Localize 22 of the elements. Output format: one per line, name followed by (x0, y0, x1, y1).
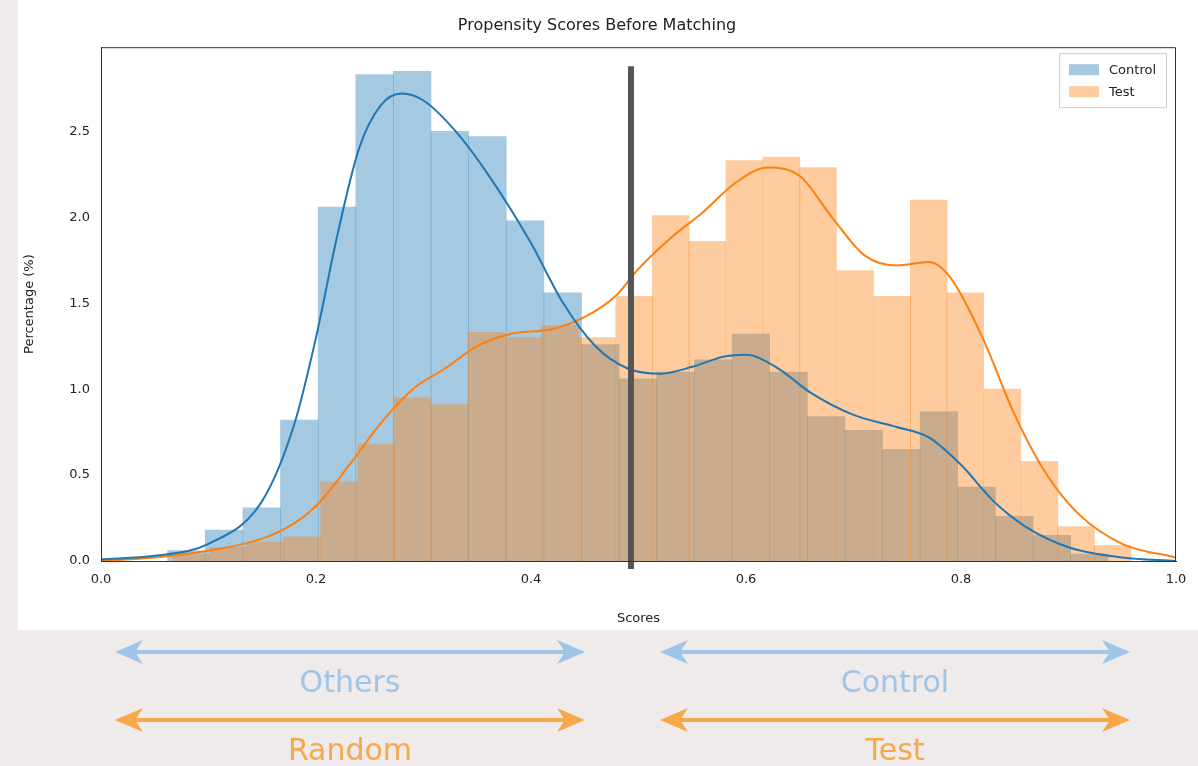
y-tick-label: 1.5 (69, 294, 90, 310)
y-tick-label: 0.5 (69, 466, 90, 482)
y-tick-label: 0.0 (69, 552, 90, 568)
x-tick-label: 0.0 (90, 571, 112, 587)
text: Control (839, 664, 951, 700)
x-tick-label: 0.2 (305, 571, 327, 587)
legend-label: Control (1109, 61, 1157, 77)
text: Test (864, 732, 926, 766)
legend-label: Test (1108, 83, 1135, 99)
text: Others (298, 664, 402, 700)
x-tick-label: 0.8 (950, 571, 972, 587)
chart-title: Propensity Scores Before Matching (457, 14, 737, 34)
y-tick-label: 2.0 (69, 208, 90, 224)
x-tick-label: 0.6 (735, 571, 757, 587)
y-axis-title: Percentage (%) (21, 254, 37, 354)
x-tick-label: 1.0 (1165, 571, 1187, 587)
y-tick-label: 1.0 (69, 380, 90, 396)
x-axis-title: Scores (616, 609, 661, 625)
x-tick-label: 0.4 (520, 571, 542, 587)
y-tick-label: 2.5 (69, 122, 90, 138)
line-series (101, 166, 1176, 561)
text: Random (286, 732, 414, 766)
